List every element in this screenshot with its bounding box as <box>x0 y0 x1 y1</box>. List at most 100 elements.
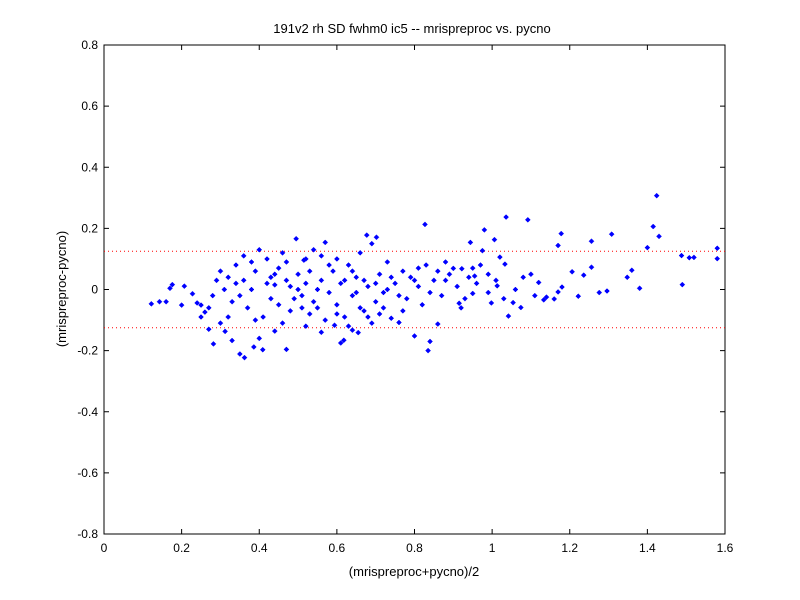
data-point <box>302 280 309 287</box>
data-point <box>485 271 492 278</box>
data-point <box>438 292 445 299</box>
data-point <box>411 277 418 284</box>
data-point <box>318 277 325 284</box>
x-tick-label: 0.4 <box>251 541 268 555</box>
data-point <box>330 268 336 275</box>
data-point <box>558 230 565 237</box>
data-point <box>205 326 212 333</box>
data-point <box>181 283 188 289</box>
data-point <box>540 297 547 303</box>
data-point <box>469 290 476 297</box>
data-point <box>209 292 216 299</box>
data-point <box>357 249 364 256</box>
data-point <box>198 302 204 308</box>
data-point <box>491 236 498 243</box>
data-point <box>353 274 360 281</box>
data-point <box>337 280 344 287</box>
y-tick-label: 0.8 <box>81 38 98 52</box>
data-point <box>271 328 278 334</box>
data-point <box>678 252 685 259</box>
x-tick-label: 1.2 <box>561 541 578 555</box>
data-point <box>240 277 247 284</box>
data-point <box>469 265 476 271</box>
data-point <box>415 283 422 290</box>
x-tick-label: 0 <box>101 541 108 555</box>
data-point <box>233 262 239 268</box>
data-point <box>686 254 693 261</box>
data-point <box>481 227 488 233</box>
data-point <box>169 281 176 288</box>
y-tick-label: 0.2 <box>81 221 98 235</box>
data-point <box>210 341 217 347</box>
data-point <box>355 329 362 336</box>
data-point <box>337 340 344 346</box>
data-point <box>306 268 313 275</box>
x-axis-label: (mrispreproc+pycno)/2 <box>349 564 479 579</box>
data-point <box>636 285 643 292</box>
x-tick-label: 1 <box>489 541 496 555</box>
data-point <box>302 323 309 330</box>
data-point <box>241 354 248 361</box>
x-tick-label: 1.6 <box>717 541 734 555</box>
data-point <box>384 259 391 265</box>
data-point <box>250 344 257 350</box>
data-point <box>268 274 274 281</box>
chart-title: 191v2 rh SD fwhm0 ic5 -- mrispreproc vs.… <box>273 21 550 36</box>
data-point <box>500 295 507 302</box>
data-point <box>423 262 429 268</box>
data-point <box>365 283 371 290</box>
data-point <box>458 304 464 311</box>
data-point <box>244 304 251 311</box>
y-tick-label: -0.6 <box>77 466 98 480</box>
data-point <box>624 274 631 281</box>
data-point <box>299 292 305 299</box>
data-point <box>442 259 449 265</box>
x-tick-label: 1.4 <box>639 541 656 555</box>
data-point <box>427 338 433 345</box>
data-point <box>318 253 325 259</box>
data-point <box>368 320 375 326</box>
data-point <box>349 292 356 299</box>
data-point <box>353 289 360 296</box>
data-point <box>205 304 212 311</box>
data-point <box>322 239 329 246</box>
y-tick-label: -0.2 <box>77 344 98 358</box>
data-point <box>178 302 185 308</box>
data-point <box>380 289 387 296</box>
data-point <box>229 337 235 344</box>
data-point <box>580 272 587 278</box>
y-tick-label: -0.4 <box>77 405 98 419</box>
data-point <box>388 274 395 281</box>
data-point <box>471 273 478 279</box>
data-point <box>264 280 270 287</box>
data-point <box>569 268 575 275</box>
data-point <box>488 300 495 306</box>
data-point <box>148 301 155 307</box>
data-point <box>202 309 208 315</box>
data-point <box>485 289 492 296</box>
x-axis-ticks: 0 0.2 0.4 0.6 0.8 1 1.2 1.4 1.6 <box>101 45 734 555</box>
data-point <box>419 301 426 308</box>
data-point <box>293 235 299 242</box>
data-point <box>361 277 367 284</box>
data-point <box>156 298 163 305</box>
data-point <box>365 314 371 320</box>
data-point <box>163 298 169 305</box>
data-point <box>259 346 266 353</box>
data-point <box>446 271 453 278</box>
data-point <box>479 247 486 254</box>
data-point <box>229 298 235 305</box>
data-point <box>407 274 414 281</box>
y-tick-label: 0.4 <box>81 160 98 174</box>
data-point <box>368 240 375 247</box>
data-point <box>465 274 472 281</box>
data-point <box>431 277 437 284</box>
data-point <box>189 290 196 297</box>
data-point <box>512 286 519 293</box>
data-point <box>458 265 465 272</box>
data-point <box>310 246 317 253</box>
data-point <box>349 268 356 275</box>
data-point <box>225 314 232 320</box>
data-point <box>520 274 527 281</box>
data-point <box>510 299 516 306</box>
